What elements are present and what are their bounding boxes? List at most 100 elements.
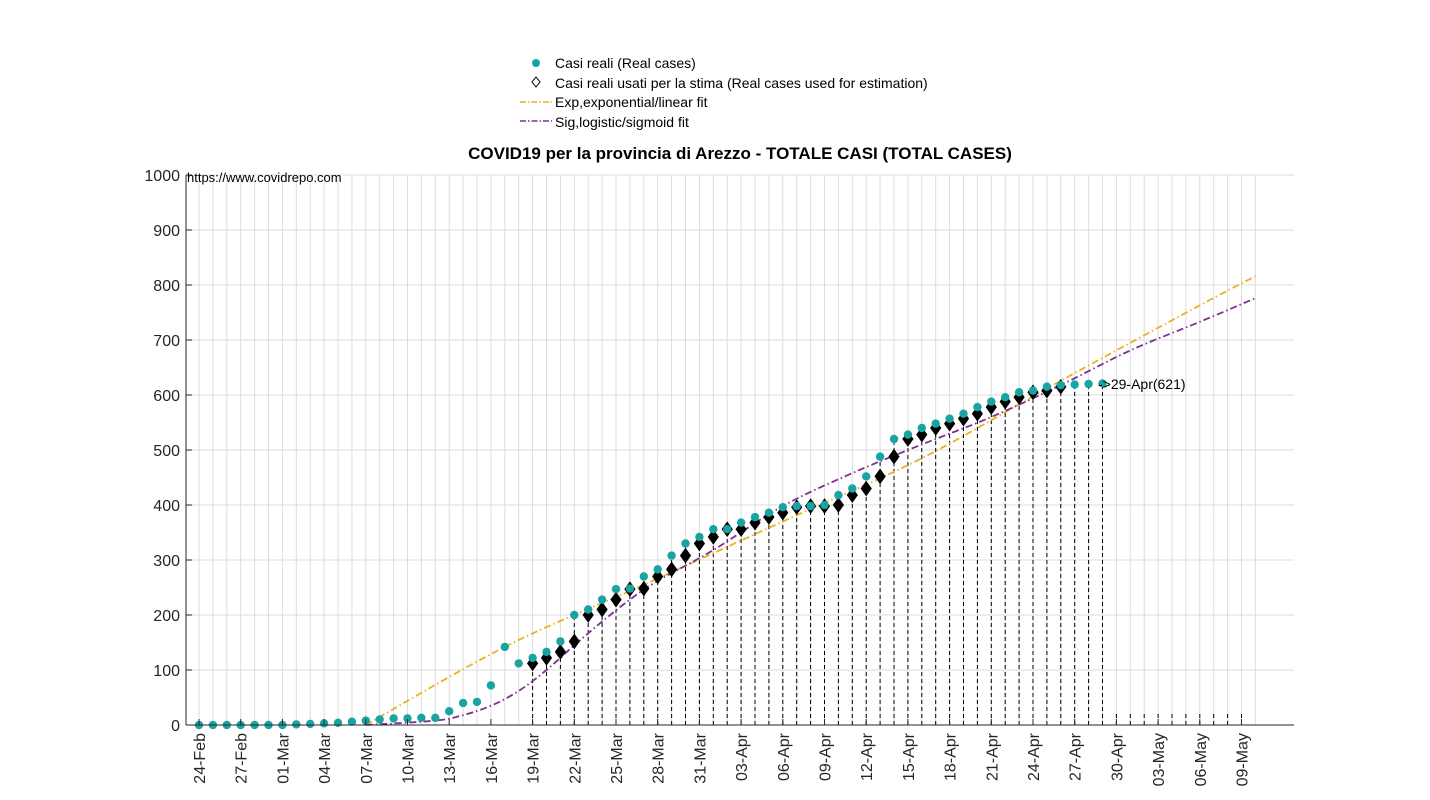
real-point-marker	[431, 713, 440, 723]
real-point-marker	[667, 551, 676, 560]
source-url: https://www.covidrepo.com	[187, 170, 342, 185]
real-point-marker	[987, 397, 996, 406]
x-tick-label: 16-Mar	[484, 732, 501, 783]
x-tick-label: 27-Feb	[234, 733, 251, 784]
real-point-marker	[611, 584, 621, 594]
real-point-marker	[806, 501, 815, 511]
real-point-marker	[1028, 386, 1038, 395]
real-point-marker	[1042, 382, 1052, 391]
y-tick-label: 600	[153, 388, 180, 405]
x-tick-label: 18-Apr	[943, 732, 960, 781]
real-point-marker	[528, 653, 537, 663]
real-point-marker	[820, 500, 829, 510]
real-point-marker	[709, 525, 718, 534]
real-point-marker	[1070, 380, 1079, 389]
x-tick-label: 03-May	[1151, 733, 1168, 786]
used-point-marker	[832, 497, 845, 513]
y-tick-label: 100	[153, 663, 180, 680]
stem-lines	[532, 383, 1242, 725]
last-value-annotation: ->29-Apr(621)	[1098, 376, 1186, 392]
real-point-marker	[1014, 388, 1024, 397]
x-tick-label: 19-Mar	[526, 732, 543, 783]
real-point-marker	[292, 720, 301, 729]
x-tick-label: 28-Mar	[651, 732, 668, 783]
used-point-marker	[665, 561, 678, 578]
used-point-marker	[679, 547, 692, 564]
x-tick-label: 24-Apr	[1026, 732, 1043, 781]
real-point-marker	[945, 414, 954, 423]
real-point-marker	[723, 525, 732, 534]
legend-label-real: Casi reali (Real cases)	[555, 55, 696, 71]
real-point-marker	[584, 605, 593, 614]
real-point-marker	[639, 572, 648, 581]
legend-symbol-real	[532, 59, 540, 67]
x-tick-label: 04-Mar	[317, 732, 334, 783]
used-point-marker	[860, 480, 872, 497]
real-point-marker	[1056, 380, 1066, 390]
real-point-marker	[500, 642, 509, 652]
y-tick-label: 500	[153, 443, 180, 460]
x-tick-label: 21-Apr	[984, 732, 1001, 781]
y-tick-label: 800	[153, 278, 180, 295]
real-point-marker	[889, 434, 899, 444]
real-point-marker	[403, 714, 412, 723]
x-tick-label: 13-Mar	[442, 732, 459, 783]
y-tick-label: 1000	[144, 168, 180, 185]
real-point-marker	[903, 430, 913, 439]
x-tick-label: 09-May	[1235, 733, 1252, 786]
real-point-marker	[778, 503, 787, 512]
y-tick-label: 900	[153, 223, 180, 240]
x-tick-label: 06-May	[1193, 733, 1210, 786]
real-point-marker	[653, 565, 662, 574]
used-point-marker	[610, 591, 622, 608]
real-point-marker	[514, 659, 523, 668]
real-point-marker	[764, 508, 774, 517]
real-point-marker	[306, 719, 315, 729]
x-tick-label: 30-Apr	[1109, 732, 1126, 781]
real-point-marker	[625, 584, 635, 593]
real-point-marker	[458, 698, 468, 708]
real-point-marker	[472, 697, 482, 707]
real-point-marker	[750, 512, 760, 522]
axes: 0 100 200 300 400 500 600 700 800 900 1000 24-Feb 27…	[144, 168, 1294, 786]
chart-title: COVID19 per la provincia di Arezzo - TOT…	[468, 144, 1012, 163]
x-tick-label: 09-Apr	[818, 732, 835, 781]
real-point-marker	[917, 423, 926, 433]
real-point-marker	[486, 681, 496, 690]
real-point-marker	[695, 532, 704, 542]
real-point-marker	[1001, 393, 1010, 402]
legend-symbol-used	[531, 76, 541, 88]
used-point-marker	[596, 601, 608, 618]
data-markers	[194, 378, 1107, 730]
real-point-marker	[1098, 379, 1107, 388]
used-point-marker	[874, 468, 886, 485]
x-tick-label: 25-Mar	[609, 732, 626, 783]
legend-label-sig: Sig,logistic/sigmoid fit	[555, 114, 689, 130]
x-tick-label: 06-Apr	[776, 732, 793, 781]
x-tick-label: 01-Mar	[275, 732, 292, 783]
y-tick-label: 700	[153, 333, 180, 350]
x-tick-label: 15-Apr	[901, 732, 918, 781]
used-point-marker	[707, 529, 719, 545]
x-tick-label: 22-Mar	[567, 732, 584, 783]
legend-label-used: Casi reali usati per la stima (Real case…	[555, 75, 928, 91]
y-tick-label: 0	[171, 718, 180, 735]
real-point-marker	[417, 713, 426, 723]
x-tick-label: 31-Mar	[692, 732, 709, 783]
real-point-marker	[1084, 379, 1093, 389]
y-tick-label: 200	[153, 608, 180, 625]
real-point-marker	[556, 637, 565, 646]
legend: Casi reali (Real cases) Casi reali usati…	[520, 55, 928, 130]
y-tick-label: 300	[153, 553, 180, 570]
real-point-marker	[792, 501, 801, 511]
legend-label-exp: Exp,exponential/linear fit	[555, 94, 708, 110]
real-point-marker	[862, 472, 871, 481]
grid	[186, 174, 1294, 726]
y-tick-label: 400	[153, 498, 180, 515]
used-point-marker	[568, 633, 580, 650]
real-point-marker	[973, 402, 982, 412]
real-point-marker	[333, 718, 343, 727]
x-tick-label: 10-Mar	[401, 732, 418, 783]
used-point-marker	[888, 448, 900, 465]
